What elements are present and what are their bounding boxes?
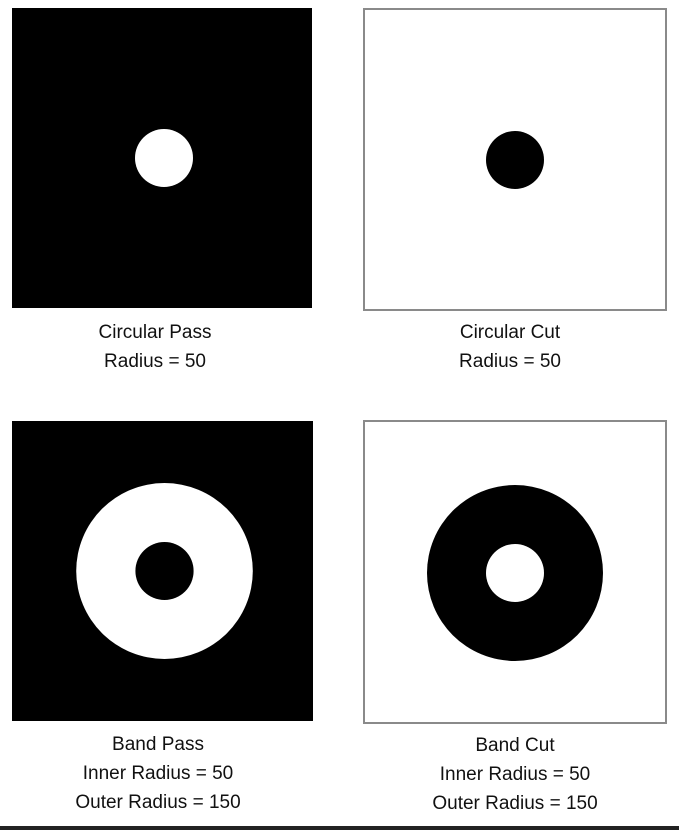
pass-circle [135, 129, 193, 187]
band-cut-figure [365, 422, 665, 722]
caption-inner-radius: Inner Radius = 50 [439, 764, 591, 785]
circular-pass-mask [12, 8, 312, 308]
caption-title: Circular Pass [98, 322, 212, 343]
inner-hole [135, 542, 194, 600]
cut-circle [486, 131, 544, 189]
band-pass-mask [12, 421, 313, 721]
band-cut-mask [363, 420, 667, 724]
band-pass-figure [12, 421, 313, 721]
caption-inner-radius: Inner Radius = 50 [82, 763, 234, 784]
band-cut-caption: Band Cut Inner Radius = 50 Outer Radius … [365, 731, 665, 818]
caption-title: Band Cut [475, 735, 555, 756]
circular-cut-mask [363, 8, 667, 311]
caption-title: Band Pass [112, 734, 204, 755]
bottom-divider [0, 826, 679, 830]
caption-outer-radius: Outer Radius = 150 [432, 793, 598, 814]
circular-cut-caption: Circular Cut Radius = 50 [360, 318, 660, 376]
caption-title: Circular Cut [459, 322, 561, 343]
caption-radius: Radius = 50 [459, 351, 561, 372]
circular-pass-figure [12, 8, 312, 308]
band-pass-caption: Band Pass Inner Radius = 50 Outer Radius… [8, 730, 308, 817]
caption-radius: Radius = 50 [104, 351, 206, 372]
inner-hole [486, 544, 544, 602]
caption-outer-radius: Outer Radius = 150 [75, 792, 241, 813]
circular-cut-figure [365, 10, 665, 309]
circular-pass-caption: Circular Pass Radius = 50 [5, 318, 305, 376]
